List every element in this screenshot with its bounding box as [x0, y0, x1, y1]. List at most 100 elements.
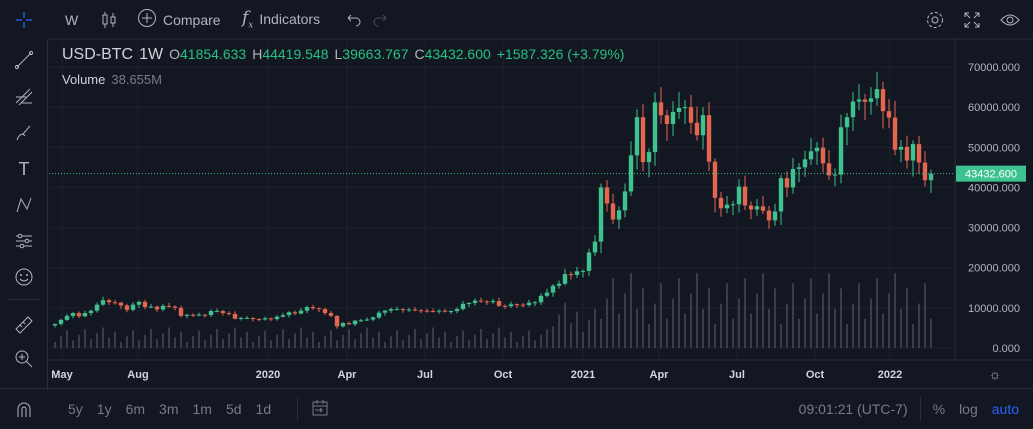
range-1d[interactable]: 1d — [255, 401, 272, 417]
volume-bar — [432, 327, 434, 348]
volume-bar — [762, 273, 764, 348]
volume-bar — [912, 324, 914, 348]
y-tick-label: 50000.000 — [968, 142, 1020, 154]
range-5d[interactable]: 5d — [225, 401, 242, 417]
candle-body — [634, 117, 640, 156]
eye-icon[interactable] — [1000, 10, 1020, 30]
magnet-icon[interactable] — [12, 398, 36, 422]
volume-bar — [384, 342, 386, 348]
volume-bar — [300, 327, 302, 348]
redo-icon[interactable] — [372, 12, 390, 28]
emoji-icon[interactable] — [12, 265, 36, 289]
x-tick-label: May — [51, 369, 73, 381]
log-toggle[interactable]: log — [959, 401, 978, 417]
trend-line-icon[interactable] — [12, 48, 36, 72]
volume-bar — [768, 308, 770, 348]
candle-body — [460, 303, 466, 310]
goto-date-icon[interactable] — [310, 398, 330, 421]
price-chart[interactable]: 70000.000 60000.000 50000.000 40000.000 3000… — [0, 0, 1033, 388]
volume-bar — [216, 328, 218, 348]
candle-body — [280, 315, 286, 317]
close-value: 43432.600 — [424, 46, 491, 62]
range-3m[interactable]: 3m — [159, 401, 179, 417]
volume-bar — [642, 288, 644, 348]
auto-toggle[interactable]: auto — [991, 401, 1019, 417]
volume-bar — [840, 288, 842, 348]
candle-body — [508, 304, 514, 307]
range-5y[interactable]: 5y — [68, 401, 83, 417]
candle-body — [694, 122, 700, 136]
undo-icon[interactable] — [344, 12, 362, 28]
candle-body — [466, 303, 472, 305]
ruler-icon[interactable] — [12, 313, 36, 337]
y-tick-label: 20000.000 — [968, 263, 1020, 275]
volume-bar — [588, 320, 590, 348]
candle-body — [172, 306, 178, 308]
volume-bar — [888, 293, 890, 348]
fullscreen-icon[interactable] — [962, 10, 982, 30]
candle-body — [802, 159, 808, 168]
candle-body — [70, 313, 76, 316]
candle-body — [772, 211, 778, 221]
indicators-button[interactable]: fx Indicators — [242, 8, 320, 30]
volume-bar — [636, 308, 638, 348]
prediction-icon[interactable] — [12, 229, 36, 253]
candle-body — [748, 205, 754, 210]
divider — [297, 397, 299, 421]
candle-body — [406, 309, 412, 311]
volume-bar — [552, 326, 554, 348]
volume-bar — [132, 330, 134, 348]
divider — [919, 397, 921, 421]
volume-bar — [846, 324, 848, 348]
fib-tool-icon[interactable] — [12, 85, 36, 109]
volume-bar — [672, 298, 674, 348]
candle-body — [142, 301, 148, 308]
volume-bar — [510, 331, 512, 348]
candle-body — [52, 323, 58, 326]
candle-body — [286, 312, 292, 316]
top-toolbar: W Compare fx Indicators — [0, 0, 1033, 39]
candle-body — [850, 101, 856, 118]
candle-body — [454, 309, 460, 312]
candle-body — [184, 314, 190, 316]
volume-bar — [246, 331, 248, 348]
volume-bar — [666, 318, 668, 348]
settings-icon[interactable] — [925, 10, 945, 30]
clock-time[interactable]: 09:01:21 (UTC-7) — [798, 401, 908, 417]
high-value: 44419.548 — [262, 46, 329, 62]
candle-body — [376, 312, 382, 318]
candle-body — [874, 89, 880, 99]
candle-body — [736, 186, 742, 205]
range-1m[interactable]: 1m — [192, 401, 212, 417]
candle-body — [100, 300, 106, 305]
range-1y[interactable]: 1y — [96, 401, 112, 417]
candle-body — [820, 147, 826, 164]
pattern-icon[interactable] — [12, 193, 36, 217]
volume-bar — [786, 303, 788, 348]
brush-icon[interactable] — [12, 121, 36, 145]
x-tick-label: Oct — [494, 369, 513, 381]
volume-bar — [114, 331, 116, 348]
percent-toggle[interactable]: % — [932, 401, 946, 417]
compare-button[interactable]: Compare — [137, 8, 221, 31]
interval-button[interactable]: W — [65, 12, 78, 28]
candle-body — [298, 310, 304, 314]
symbol-label[interactable]: USD-BTC — [62, 46, 134, 63]
candle-body — [556, 283, 562, 286]
y-tick-label: 10000.000 — [968, 303, 1020, 315]
volume-bar — [630, 273, 632, 348]
range-6m[interactable]: 6m — [125, 401, 146, 417]
volume-bar — [66, 330, 68, 348]
zoom-in-icon[interactable] — [12, 347, 36, 371]
low-label: L — [334, 46, 343, 62]
candles-icon[interactable] — [100, 10, 118, 30]
compare-label: Compare — [163, 11, 221, 28]
volume-bar — [144, 334, 146, 348]
candle-body — [346, 323, 352, 325]
volume-bar — [918, 303, 920, 348]
candle-body — [250, 317, 256, 320]
text-tool-icon[interactable]: T — [18, 158, 30, 179]
crosshair-icon[interactable] — [14, 10, 34, 30]
volume-bar — [804, 298, 806, 348]
candle-body — [604, 187, 610, 204]
